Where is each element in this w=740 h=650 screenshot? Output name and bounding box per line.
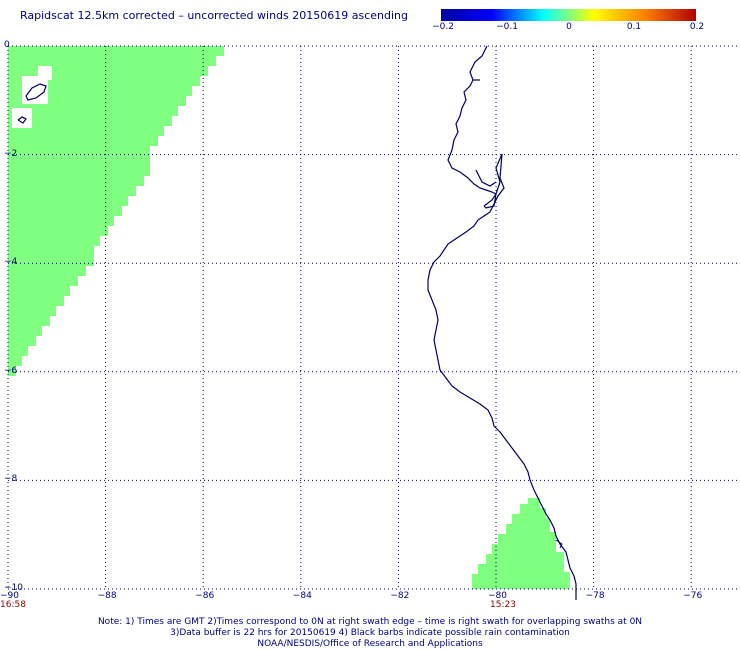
lat-tick-label: −2 (4, 148, 18, 159)
colorbar-tick-label: −0.2 (432, 22, 454, 32)
lat-lon-grid (7, 45, 740, 590)
lon-tick-label: −80 (488, 591, 507, 601)
colorbar-tick-label: −0.1 (496, 22, 518, 32)
lon-tick-label: −90 (0, 591, 19, 601)
colorbar-tick-label: 0.2 (689, 22, 705, 32)
lat-tick-label: −10 (4, 583, 23, 593)
footer-note-2: 3)Data buffer is 22 hrs for 20150619 4) … (170, 628, 570, 638)
island-mask (22, 76, 48, 104)
footer-note-1: Note: 1) Times are GMT 2)Times correspon… (97, 617, 643, 627)
coastline-mainland (427, 45, 577, 600)
lon-tick-label: −76 (683, 591, 703, 601)
swath-time-left: 16:58 (0, 600, 26, 610)
lat-tick-label: 0 (4, 40, 10, 50)
island-mask (38, 66, 52, 80)
lon-tick-label: −88 (97, 591, 117, 601)
colorbar-tick-label: 0.1 (626, 22, 642, 32)
swath-left (8, 46, 224, 388)
colorbar-tick-label: 0 (566, 22, 572, 32)
lon-tick-label: −84 (292, 591, 312, 601)
lat-tick-label: −4 (4, 257, 18, 268)
swath-time-right: 15:23 (490, 600, 516, 610)
lat-tick-label: −6 (4, 365, 18, 376)
footer-credit: NOAA/NESDIS/Office of Research and Appli… (257, 639, 483, 649)
swath-layer (8, 46, 570, 589)
galapagos-islands (12, 66, 52, 128)
isabela-island (25, 83, 47, 101)
coastline (427, 45, 577, 600)
lat-tick-label: −8 (4, 474, 18, 485)
island-mask (12, 108, 32, 128)
lon-tick-label: −82 (390, 591, 410, 601)
map-title: Rapidscat 12.5km corrected – uncorrected… (20, 9, 409, 22)
colorbar (441, 9, 696, 21)
lon-tick-label: −78 (585, 591, 605, 601)
coastline-puna-island (483, 193, 497, 209)
lon-tick-label: −86 (195, 591, 215, 601)
coastline-gulf-inlet (475, 169, 497, 187)
swath-right (472, 498, 570, 589)
santa-cruz-island (17, 116, 27, 124)
coastline-small-inlet (555, 539, 563, 549)
